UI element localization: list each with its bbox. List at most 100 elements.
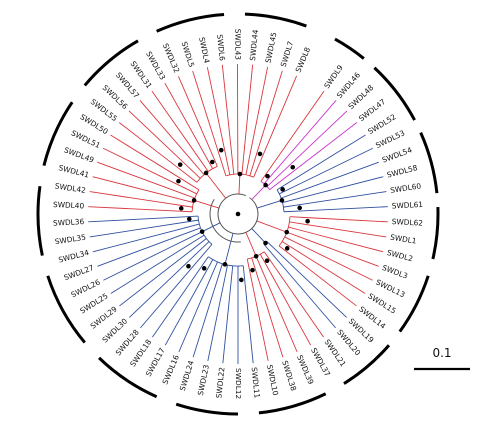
support-node	[284, 229, 290, 235]
clade-root-branch	[251, 184, 266, 200]
leaf-branch	[128, 110, 196, 174]
leaf-branch	[289, 274, 336, 329]
leaf-label: SWDL11	[250, 367, 262, 399]
leaf-branch	[222, 270, 233, 364]
leaf-label: SWDL51	[70, 128, 102, 150]
leaf-label: SWDL43	[233, 29, 242, 61]
leaf-branch	[288, 252, 357, 307]
leaf-branch	[247, 66, 269, 164]
group-bracket-arc	[36, 185, 44, 256]
clade-stem	[193, 162, 205, 175]
clade-stem	[185, 215, 199, 218]
support-node	[253, 253, 259, 259]
clade-stem	[174, 164, 198, 183]
leaf-branch	[285, 243, 366, 294]
clade-stem	[180, 185, 197, 195]
clade-root-branch	[251, 228, 266, 244]
clade-stem	[266, 241, 291, 264]
tree-nodes	[176, 147, 310, 283]
leaf-branch	[103, 248, 168, 281]
leaf-label: SWDL34	[58, 248, 91, 265]
leaf-label: SWDL6	[215, 34, 227, 62]
leaf-label: SWDL49	[63, 145, 96, 164]
support-node	[186, 263, 191, 269]
clade-stem	[288, 226, 298, 230]
leaf-branch	[302, 237, 379, 267]
support-node	[279, 198, 285, 203]
support-node	[297, 205, 302, 211]
leaf-branch	[178, 261, 218, 353]
leaf-branch	[306, 247, 373, 281]
leaf-label: SWDL38	[280, 359, 298, 392]
leaf-branch	[92, 176, 164, 196]
leaf-label: SWDL5	[180, 40, 197, 68]
support-node	[191, 198, 197, 203]
clade-stem	[289, 216, 312, 219]
clade-stem	[231, 157, 235, 175]
clade-root-branch	[256, 199, 283, 209]
clade-root-branch	[256, 220, 287, 233]
clade-stem	[177, 234, 205, 253]
leaf-branch	[92, 230, 175, 253]
leaf-branch	[118, 122, 175, 166]
leaf-branch	[140, 271, 189, 329]
clade-stem	[174, 223, 200, 232]
group-bracket-arc	[42, 101, 74, 166]
clade-stem	[283, 210, 304, 213]
clade-stem	[245, 162, 249, 175]
clade-stem	[259, 254, 271, 273]
support-node	[177, 162, 183, 167]
group-bracket-arc	[156, 12, 225, 33]
leaf-branch	[284, 134, 366, 186]
support-node	[290, 164, 296, 170]
leaf-label: SWDL1	[390, 233, 418, 246]
clade-stem	[163, 194, 194, 203]
clade-stem	[197, 241, 210, 253]
clade-stem	[251, 257, 255, 266]
leaf-label: SWDL27	[63, 263, 96, 282]
group-bracket-arc	[334, 37, 365, 60]
clade-stem	[253, 151, 265, 178]
leaf-label: SWDL22	[214, 367, 226, 399]
leaf-label: SWDL7	[279, 40, 296, 68]
clade-root-branch	[193, 199, 220, 209]
clade-stem	[185, 194, 195, 199]
leaf-branch	[287, 110, 348, 168]
leaf-branch	[139, 100, 195, 164]
support-node	[237, 171, 243, 177]
support-node	[250, 267, 255, 273]
leaf-branch	[276, 100, 337, 169]
leaf-branch	[250, 274, 269, 362]
leaf-label: SWDL39	[295, 354, 316, 387]
support-node	[264, 258, 270, 263]
clade-stem	[242, 265, 246, 284]
leaf-branch	[192, 70, 218, 148]
leaf-branch	[270, 272, 312, 346]
clade-root-branch	[245, 232, 257, 257]
clade-stem	[263, 244, 291, 276]
leaf-branch	[110, 134, 178, 177]
group-bracket-arc	[98, 356, 158, 399]
leaf-label: SWDL53	[374, 128, 406, 150]
leaf-branch	[297, 122, 358, 168]
leaf-branch	[289, 263, 347, 318]
leaf-branch	[152, 269, 200, 338]
clade-stem	[246, 258, 251, 275]
leaf-branch	[207, 277, 226, 362]
support-node	[305, 218, 310, 224]
clade-stem	[284, 236, 308, 249]
clade-stem	[279, 185, 295, 195]
group-bracket-arc	[343, 344, 391, 385]
leaf-branch	[221, 64, 233, 158]
leaf-label: SWDL35	[54, 233, 87, 247]
leaf-branch	[255, 70, 283, 157]
leaf-label: SWDL8	[294, 46, 313, 74]
clade-stem	[276, 184, 285, 191]
support-node	[201, 266, 207, 271]
group-bracket-arc	[244, 12, 307, 28]
clade-stem	[224, 264, 228, 278]
clade-stem	[266, 166, 288, 187]
clade-stem	[169, 203, 193, 208]
clade-stem	[194, 152, 209, 172]
clade-stem	[278, 245, 289, 254]
